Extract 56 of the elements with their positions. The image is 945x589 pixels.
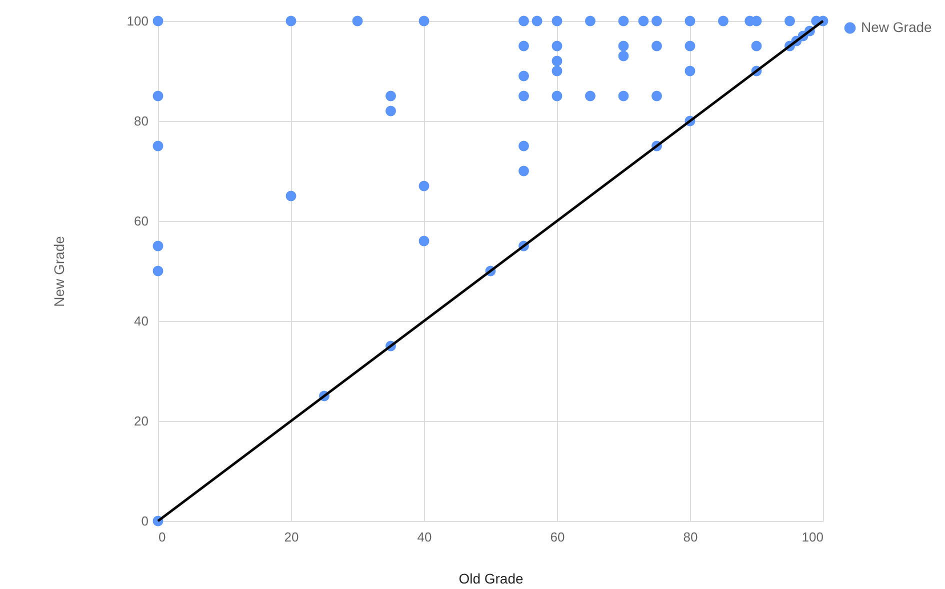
point <box>652 40 662 52</box>
x-tick-label: 40 <box>417 530 432 544</box>
y-tick-label: 0 <box>141 514 148 528</box>
point <box>286 16 296 26</box>
point <box>552 16 562 26</box>
point <box>552 90 562 102</box>
x-tick-label: 80 <box>683 530 698 544</box>
point <box>718 16 728 26</box>
point <box>152 140 164 152</box>
point <box>618 40 629 52</box>
point <box>418 16 430 26</box>
point <box>684 40 696 52</box>
point <box>286 190 296 202</box>
point <box>552 40 562 52</box>
y-axis-title: New Grade <box>50 236 67 307</box>
point <box>518 90 529 102</box>
point <box>152 240 164 252</box>
x-tick-label: 100 <box>802 530 824 544</box>
y-tick-label: 40 <box>134 314 148 328</box>
y-tick-label: 20 <box>134 414 148 428</box>
point <box>684 16 696 26</box>
point <box>532 16 542 26</box>
point <box>418 236 430 246</box>
point <box>652 90 662 102</box>
point <box>152 90 164 102</box>
point <box>518 140 529 152</box>
x-tick-label: 60 <box>550 530 565 544</box>
point <box>418 180 430 192</box>
point <box>518 166 529 176</box>
point <box>784 16 795 26</box>
y-tick-label: 60 <box>134 214 148 228</box>
x-tick-label: 20 <box>284 530 299 544</box>
point <box>585 16 596 26</box>
point <box>684 66 696 76</box>
point <box>552 66 562 76</box>
point <box>585 90 596 102</box>
point <box>152 16 164 26</box>
point <box>518 70 529 82</box>
y-tick-label: 100 <box>126 14 148 28</box>
point <box>152 266 164 276</box>
point <box>352 16 363 26</box>
point <box>751 40 762 52</box>
point <box>652 16 662 26</box>
x-tick-label: 0 <box>158 530 166 544</box>
point <box>618 16 629 26</box>
point <box>552 56 562 66</box>
point <box>386 90 396 102</box>
point <box>618 50 629 62</box>
point <box>638 16 649 26</box>
point <box>618 90 629 102</box>
legend-label: New Grade <box>861 19 932 35</box>
x-axis-title: Old Grade <box>458 570 524 586</box>
point <box>518 40 529 52</box>
y-tick-label: 80 <box>134 114 148 128</box>
point <box>518 16 529 26</box>
point <box>386 106 396 116</box>
